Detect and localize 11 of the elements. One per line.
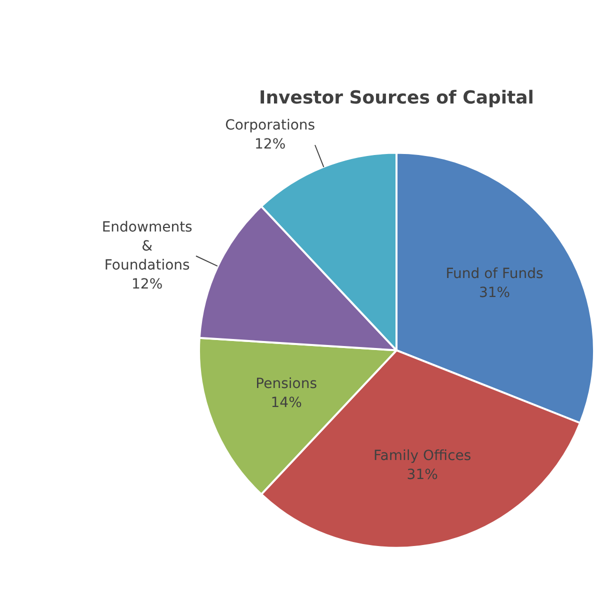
data-label: 31%: [478, 284, 510, 301]
data-label: 31%: [406, 467, 438, 484]
slice-label: Corporations: [225, 117, 316, 134]
slice-label: Pensions: [256, 376, 317, 392]
slice-label: Endowments & Foundations: [102, 219, 192, 274]
chart-title: Investor Sources of Capital: [259, 87, 534, 108]
slice-label: Fund of Funds: [446, 266, 544, 282]
data-label: 12%: [132, 276, 163, 292]
slice-label: Family Offices: [374, 448, 472, 464]
data-label: 14%: [270, 395, 302, 412]
data-label: 12%: [254, 136, 286, 152]
